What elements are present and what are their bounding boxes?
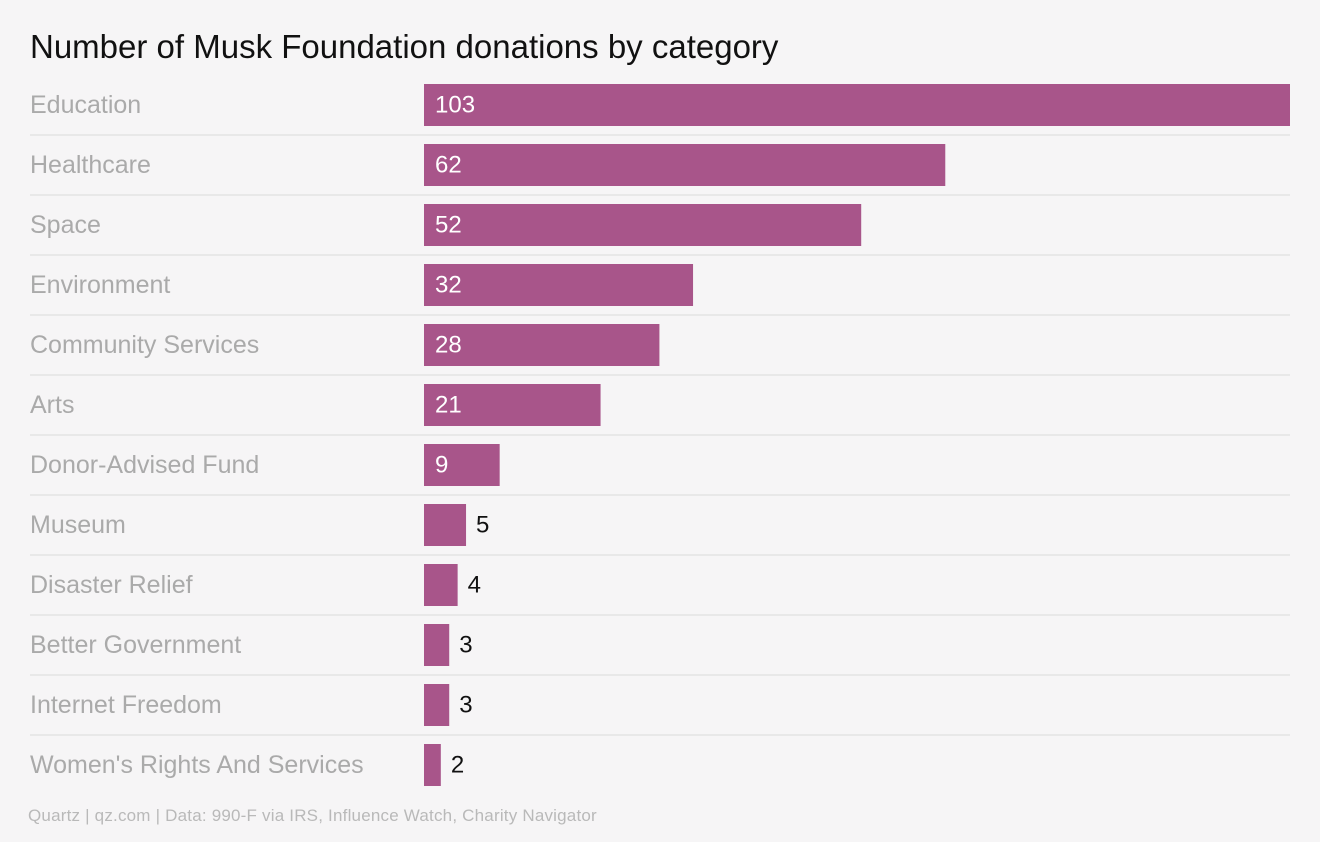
value-label: 28 <box>435 332 462 359</box>
bar-row: Healthcare 62 <box>30 144 1290 196</box>
bar-row: Space 52 <box>30 204 1290 256</box>
category-label: Museum <box>30 511 126 539</box>
bar-row: Community Services 28 <box>30 324 1290 376</box>
category-label: Community Services <box>30 331 259 359</box>
category-label: Education <box>30 91 141 119</box>
value-label: 103 <box>435 92 475 119</box>
bar-row: Arts 21 <box>30 384 1290 436</box>
value-label: 5 <box>476 512 489 539</box>
category-label: Environment <box>30 271 170 299</box>
value-label: 62 <box>435 152 462 179</box>
bar <box>424 84 1290 126</box>
bar <box>424 504 467 546</box>
bar <box>424 564 458 606</box>
bar <box>424 144 946 186</box>
value-label: 32 <box>435 272 462 299</box>
bar-row: Education 103 <box>30 84 1290 136</box>
bar-row: Donor-Advised Fund 9 <box>30 444 1290 496</box>
category-label: Internet Freedom <box>30 691 222 719</box>
category-label: Disaster Relief <box>30 571 193 599</box>
chart-title: Number of Musk Foundation donations by c… <box>30 28 779 65</box>
value-label: 9 <box>435 452 448 479</box>
bar <box>424 684 450 726</box>
category-label: Space <box>30 211 101 239</box>
value-label: 21 <box>435 392 462 419</box>
chart-source: Quartz | qz.com | Data: 990-F via IRS, I… <box>28 806 597 825</box>
bar <box>424 324 660 366</box>
bar-row: Disaster Relief 4 <box>30 564 1290 616</box>
category-label: Donor-Advised Fund <box>30 451 259 479</box>
category-label: Better Government <box>30 631 241 659</box>
value-label: 52 <box>435 212 462 239</box>
bar-row: Better Government 3 <box>30 624 1290 676</box>
bar-row: Environment 32 <box>30 264 1290 316</box>
bar <box>424 264 694 306</box>
bar-row: Internet Freedom 3 <box>30 684 1290 736</box>
value-label: 3 <box>459 692 472 719</box>
bar <box>424 444 500 486</box>
bar <box>424 384 601 426</box>
bar-row: Museum 5 <box>30 504 1290 556</box>
bar-row: Women's Rights And Services 2 <box>30 744 464 786</box>
bar <box>424 744 441 786</box>
value-label: 3 <box>459 632 472 659</box>
value-label: 4 <box>468 572 481 599</box>
bar <box>424 204 862 246</box>
value-label: 2 <box>451 752 464 779</box>
bar <box>424 624 450 666</box>
category-label: Healthcare <box>30 151 151 179</box>
category-label: Women's Rights And Services <box>30 751 364 779</box>
category-label: Arts <box>30 391 74 419</box>
